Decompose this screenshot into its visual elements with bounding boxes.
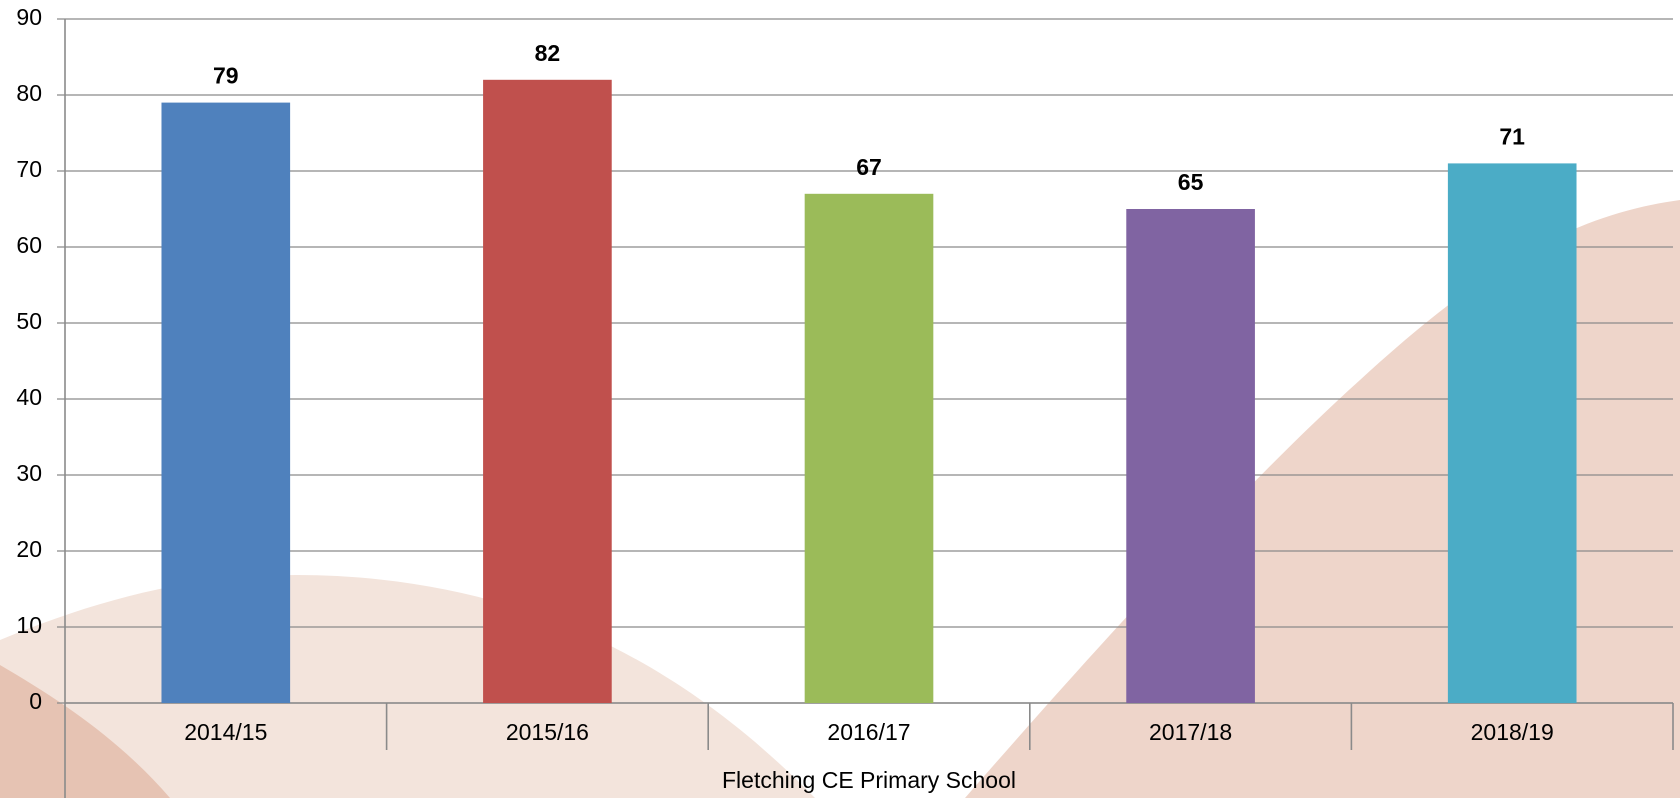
bar bbox=[161, 103, 290, 703]
y-tick-label: 0 bbox=[29, 688, 42, 714]
value-label: 79 bbox=[213, 63, 239, 89]
value-label: 82 bbox=[535, 40, 561, 66]
bar bbox=[1448, 163, 1577, 703]
y-tick-label: 70 bbox=[16, 156, 42, 182]
x-tick-label: 2014/15 bbox=[184, 719, 267, 745]
x-tick-label: 2015/16 bbox=[506, 719, 589, 745]
y-tick-label: 30 bbox=[16, 460, 42, 486]
y-tick-label: 40 bbox=[16, 384, 42, 410]
y-tick-label: 20 bbox=[16, 536, 42, 562]
x-axis-title: Fletching CE Primary School bbox=[722, 767, 1016, 793]
x-tick-label: 2018/19 bbox=[1471, 719, 1554, 745]
bar bbox=[805, 194, 934, 703]
value-label: 71 bbox=[1499, 123, 1525, 149]
x-tick-label: 2017/18 bbox=[1149, 719, 1232, 745]
value-label: 67 bbox=[856, 154, 882, 180]
x-tick-label: 2016/17 bbox=[827, 719, 910, 745]
value-label: 65 bbox=[1178, 169, 1204, 195]
y-tick-label: 60 bbox=[16, 232, 42, 258]
chart: 0 10 20 30 40 50 60 70 80 90 2014/15 79 2015/16 82 201… bbox=[0, 0, 1680, 798]
y-tick-label: 10 bbox=[16, 612, 42, 638]
bar bbox=[1126, 209, 1255, 703]
y-tick-label: 90 bbox=[16, 4, 42, 30]
bar bbox=[483, 80, 612, 703]
y-tick-label: 50 bbox=[16, 308, 42, 334]
y-tick-label: 80 bbox=[16, 80, 42, 106]
